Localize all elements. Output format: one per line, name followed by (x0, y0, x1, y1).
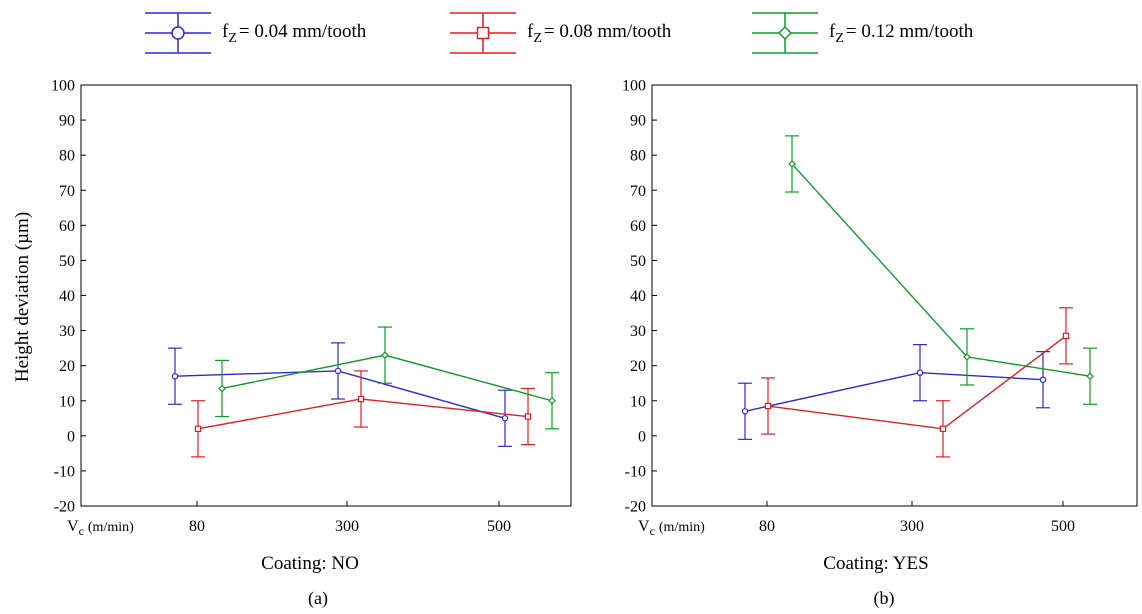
y-tick-label: 60 (59, 218, 75, 235)
y-tick-label: 20 (630, 358, 646, 375)
data-point (358, 396, 363, 401)
chart-panel-b: Coating: YES (b) -20 -10 0 10 20 30 40 50 60 70 80… (622, 78, 1137, 610)
y-tick-label: 30 (59, 323, 75, 340)
data-point (382, 352, 388, 358)
legend-item: fZ = 0.08 mm/tooth (450, 13, 672, 53)
data-point (525, 414, 530, 419)
legend-item: fZ = 0.04 mm/tooth (145, 13, 367, 53)
series-3 (215, 327, 559, 429)
panel-label-a: (a) (308, 588, 328, 609)
y-tick-label: 40 (630, 288, 646, 305)
x-axis-prefix: Vc (m/min) (638, 518, 705, 538)
y-tick-label: 60 (630, 218, 646, 235)
series-layer-a (168, 327, 559, 457)
axis-ticks-b: -20 -10 0 10 20 30 40 50 60 70 80 90 100 80 300 500 Vc (m… (622, 78, 1075, 539)
plot-frame-b (652, 85, 1137, 506)
y-tick-label: 10 (59, 393, 75, 410)
y-tick-label: 50 (59, 253, 75, 270)
data-point (172, 374, 177, 379)
y-tick-label: 50 (630, 253, 646, 270)
x-tick-label: 80 (189, 518, 205, 535)
data-point (1087, 373, 1093, 379)
series-line (222, 355, 552, 401)
series-line (792, 164, 1090, 376)
series-layer-b (738, 136, 1097, 457)
y-axis-label: Height deviation (µm) (12, 212, 33, 382)
series-line (198, 399, 528, 429)
y-tick-label: 100 (51, 78, 75, 95)
series-3 (785, 136, 1097, 404)
legend-label: fZ = 0.12 mm/tooth (829, 21, 974, 46)
y-tick-label: 70 (59, 183, 75, 200)
y-tick-label: 80 (59, 148, 75, 165)
y-tick-label: 10 (630, 393, 646, 410)
x-axis-title-b: Coating: YES (823, 553, 928, 574)
data-point (335, 368, 340, 373)
panel-label-b: (b) (874, 588, 895, 609)
x-tick-label: 300 (900, 518, 924, 535)
series-line (745, 373, 1043, 412)
y-tick-label: 20 (59, 358, 75, 375)
chart-panel-a: Height deviation (µm) Coating: NO (a) -2… (12, 78, 571, 610)
legend-marker (172, 27, 184, 39)
data-point (549, 398, 555, 404)
data-point (502, 416, 507, 421)
x-tick-label: 80 (759, 518, 775, 535)
x-axis-title-a: Coating: NO (261, 553, 359, 574)
y-tick-label: 30 (630, 323, 646, 340)
data-point (1040, 377, 1045, 382)
series-1 (168, 343, 512, 446)
series-line (175, 371, 505, 418)
x-tick-label: 500 (487, 518, 511, 535)
legend: fZ = 0.04 mm/tooth fZ = 0.08 mm/tooth fZ = 0.… (145, 13, 974, 53)
y-tick-label: 90 (59, 113, 75, 130)
data-point (1063, 333, 1068, 338)
legend-item: fZ = 0.12 mm/tooth (752, 13, 974, 53)
y-tick-label: 100 (622, 78, 646, 95)
plot-frame-a (81, 85, 571, 506)
axis-ticks-a: -20 -10 0 10 20 30 40 50 60 70 80 90 100 80 300 500 Vc (m… (51, 78, 511, 539)
y-tick-label: 0 (638, 428, 646, 445)
data-point (765, 403, 770, 408)
x-axis-prefix: Vc (m/min) (67, 518, 134, 538)
legend-label: fZ = 0.08 mm/tooth (527, 21, 672, 46)
legend-marker (478, 28, 489, 39)
y-tick-label: 0 (67, 428, 75, 445)
x-tick-label: 500 (1051, 518, 1075, 535)
legend-marker (779, 27, 791, 39)
legend-label: fZ = 0.04 mm/tooth (222, 21, 367, 46)
data-point (219, 385, 225, 391)
data-point (917, 370, 922, 375)
series-1 (738, 345, 1050, 440)
data-point (742, 409, 747, 414)
series-line (768, 336, 1066, 429)
x-tick-label: 300 (335, 518, 359, 535)
y-tick-label: -20 (625, 499, 646, 516)
series-2 (761, 308, 1073, 457)
y-tick-label: -10 (625, 463, 646, 480)
data-point (940, 426, 945, 431)
y-tick-label: 70 (630, 183, 646, 200)
y-tick-label: 90 (630, 113, 646, 130)
y-tick-label: -20 (54, 499, 75, 516)
y-tick-label: 80 (630, 148, 646, 165)
y-tick-label: -10 (54, 463, 75, 480)
y-tick-label: 40 (59, 288, 75, 305)
data-point (195, 426, 200, 431)
